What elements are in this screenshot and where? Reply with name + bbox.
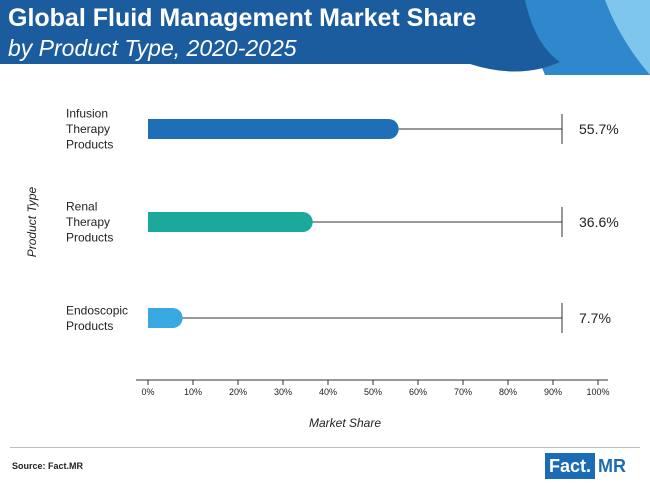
bar xyxy=(148,119,399,139)
x-tick-label: 40% xyxy=(319,387,337,397)
source-note: Source: Fact.MR xyxy=(12,461,84,471)
data-label: 7.7% xyxy=(579,310,611,326)
bar xyxy=(148,212,313,232)
x-tick-label: 50% xyxy=(364,387,382,397)
category-label: Therapy xyxy=(66,122,110,136)
x-axis-label: Market Share xyxy=(309,416,381,430)
x-tick-label: 80% xyxy=(499,387,517,397)
x-tick-label: 30% xyxy=(274,387,292,397)
bar-chart: 0% 10% 20% 30% 40% 50% 60% 70% 80% 90% 100% Market … xyxy=(25,107,619,431)
header-dark-band xyxy=(0,0,560,72)
x-tick-label: 10% xyxy=(184,387,202,397)
x-tick-label: 0% xyxy=(141,387,154,397)
x-tick-label: 70% xyxy=(454,387,472,397)
data-label: 55.7% xyxy=(579,121,619,137)
footer-divider xyxy=(10,447,640,448)
logo-text-mr: MR xyxy=(598,456,627,476)
chart-title-line1: Global Fluid Management Market Share xyxy=(8,4,477,32)
factmr-logo: Fact. MR xyxy=(545,453,629,479)
x-tick-label: 90% xyxy=(544,387,562,397)
chart-title-line2: by Product Type, 2020-2025 xyxy=(8,35,297,61)
category-label: Infusion xyxy=(66,107,108,121)
x-tick-label: 20% xyxy=(229,387,247,397)
category-label: Products xyxy=(66,138,113,152)
y-axis-label: Product Type xyxy=(25,186,39,257)
category-label: Products xyxy=(66,231,113,245)
category-label: Therapy xyxy=(66,215,110,229)
bar xyxy=(148,308,183,328)
data-label: 36.6% xyxy=(579,214,619,230)
category-label: Endoscopic xyxy=(66,303,128,317)
header-background xyxy=(0,0,650,75)
category-label: Renal xyxy=(66,200,97,214)
x-tick-label: 60% xyxy=(409,387,427,397)
category-label: Products xyxy=(66,319,113,333)
x-tick-label: 100% xyxy=(586,387,609,397)
logo-text-fact: Fact. xyxy=(545,453,596,479)
header-banner: Global Fluid Management Market Share by … xyxy=(0,0,650,75)
